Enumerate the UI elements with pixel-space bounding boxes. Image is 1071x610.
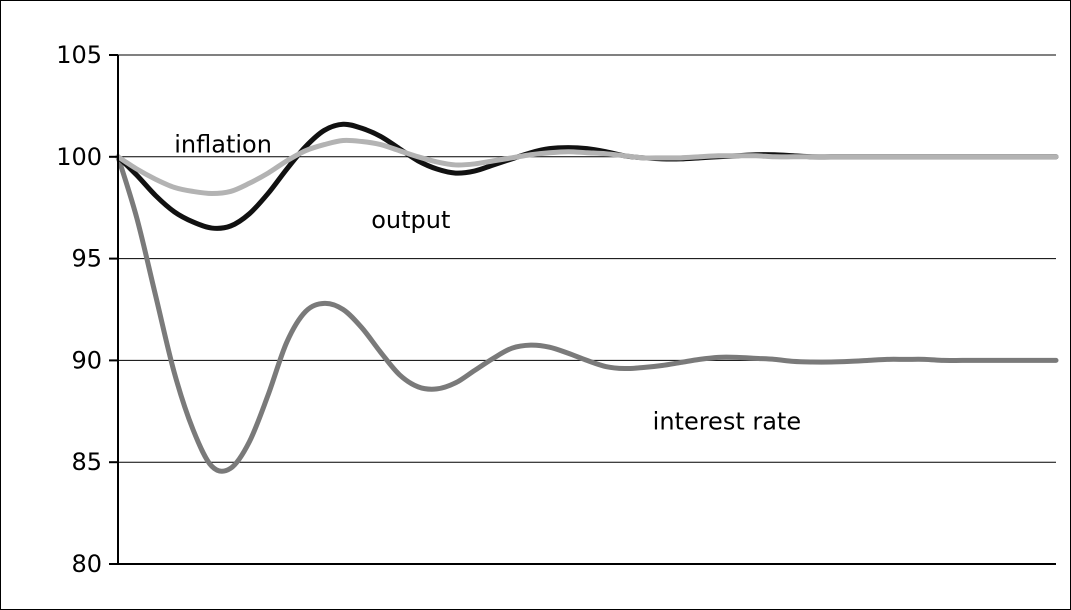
annotation-inflation: inflation — [174, 131, 272, 159]
series-line-inflation — [115, 137, 1059, 196]
annotation-output: output — [371, 206, 450, 234]
y-tick-label-95: 95 — [71, 245, 102, 273]
y-tick-label-90: 90 — [71, 346, 102, 374]
gridlines — [118, 54, 1056, 463]
series-line-interest-rate — [115, 154, 1059, 474]
tick-labels: 80 85 90 95 100 105 — [56, 41, 102, 578]
annotation-interest-rate: interest rate — [653, 408, 801, 436]
axes — [109, 54, 1056, 565]
y-tick-label-105: 105 — [56, 41, 102, 69]
series-lines — [115, 121, 1059, 474]
y-tick-label-80: 80 — [71, 550, 102, 578]
y-tick-label-100: 100 — [56, 143, 102, 171]
y-tick-label-85: 85 — [71, 448, 102, 476]
series-annotations: inflation output interest rate — [174, 131, 801, 436]
